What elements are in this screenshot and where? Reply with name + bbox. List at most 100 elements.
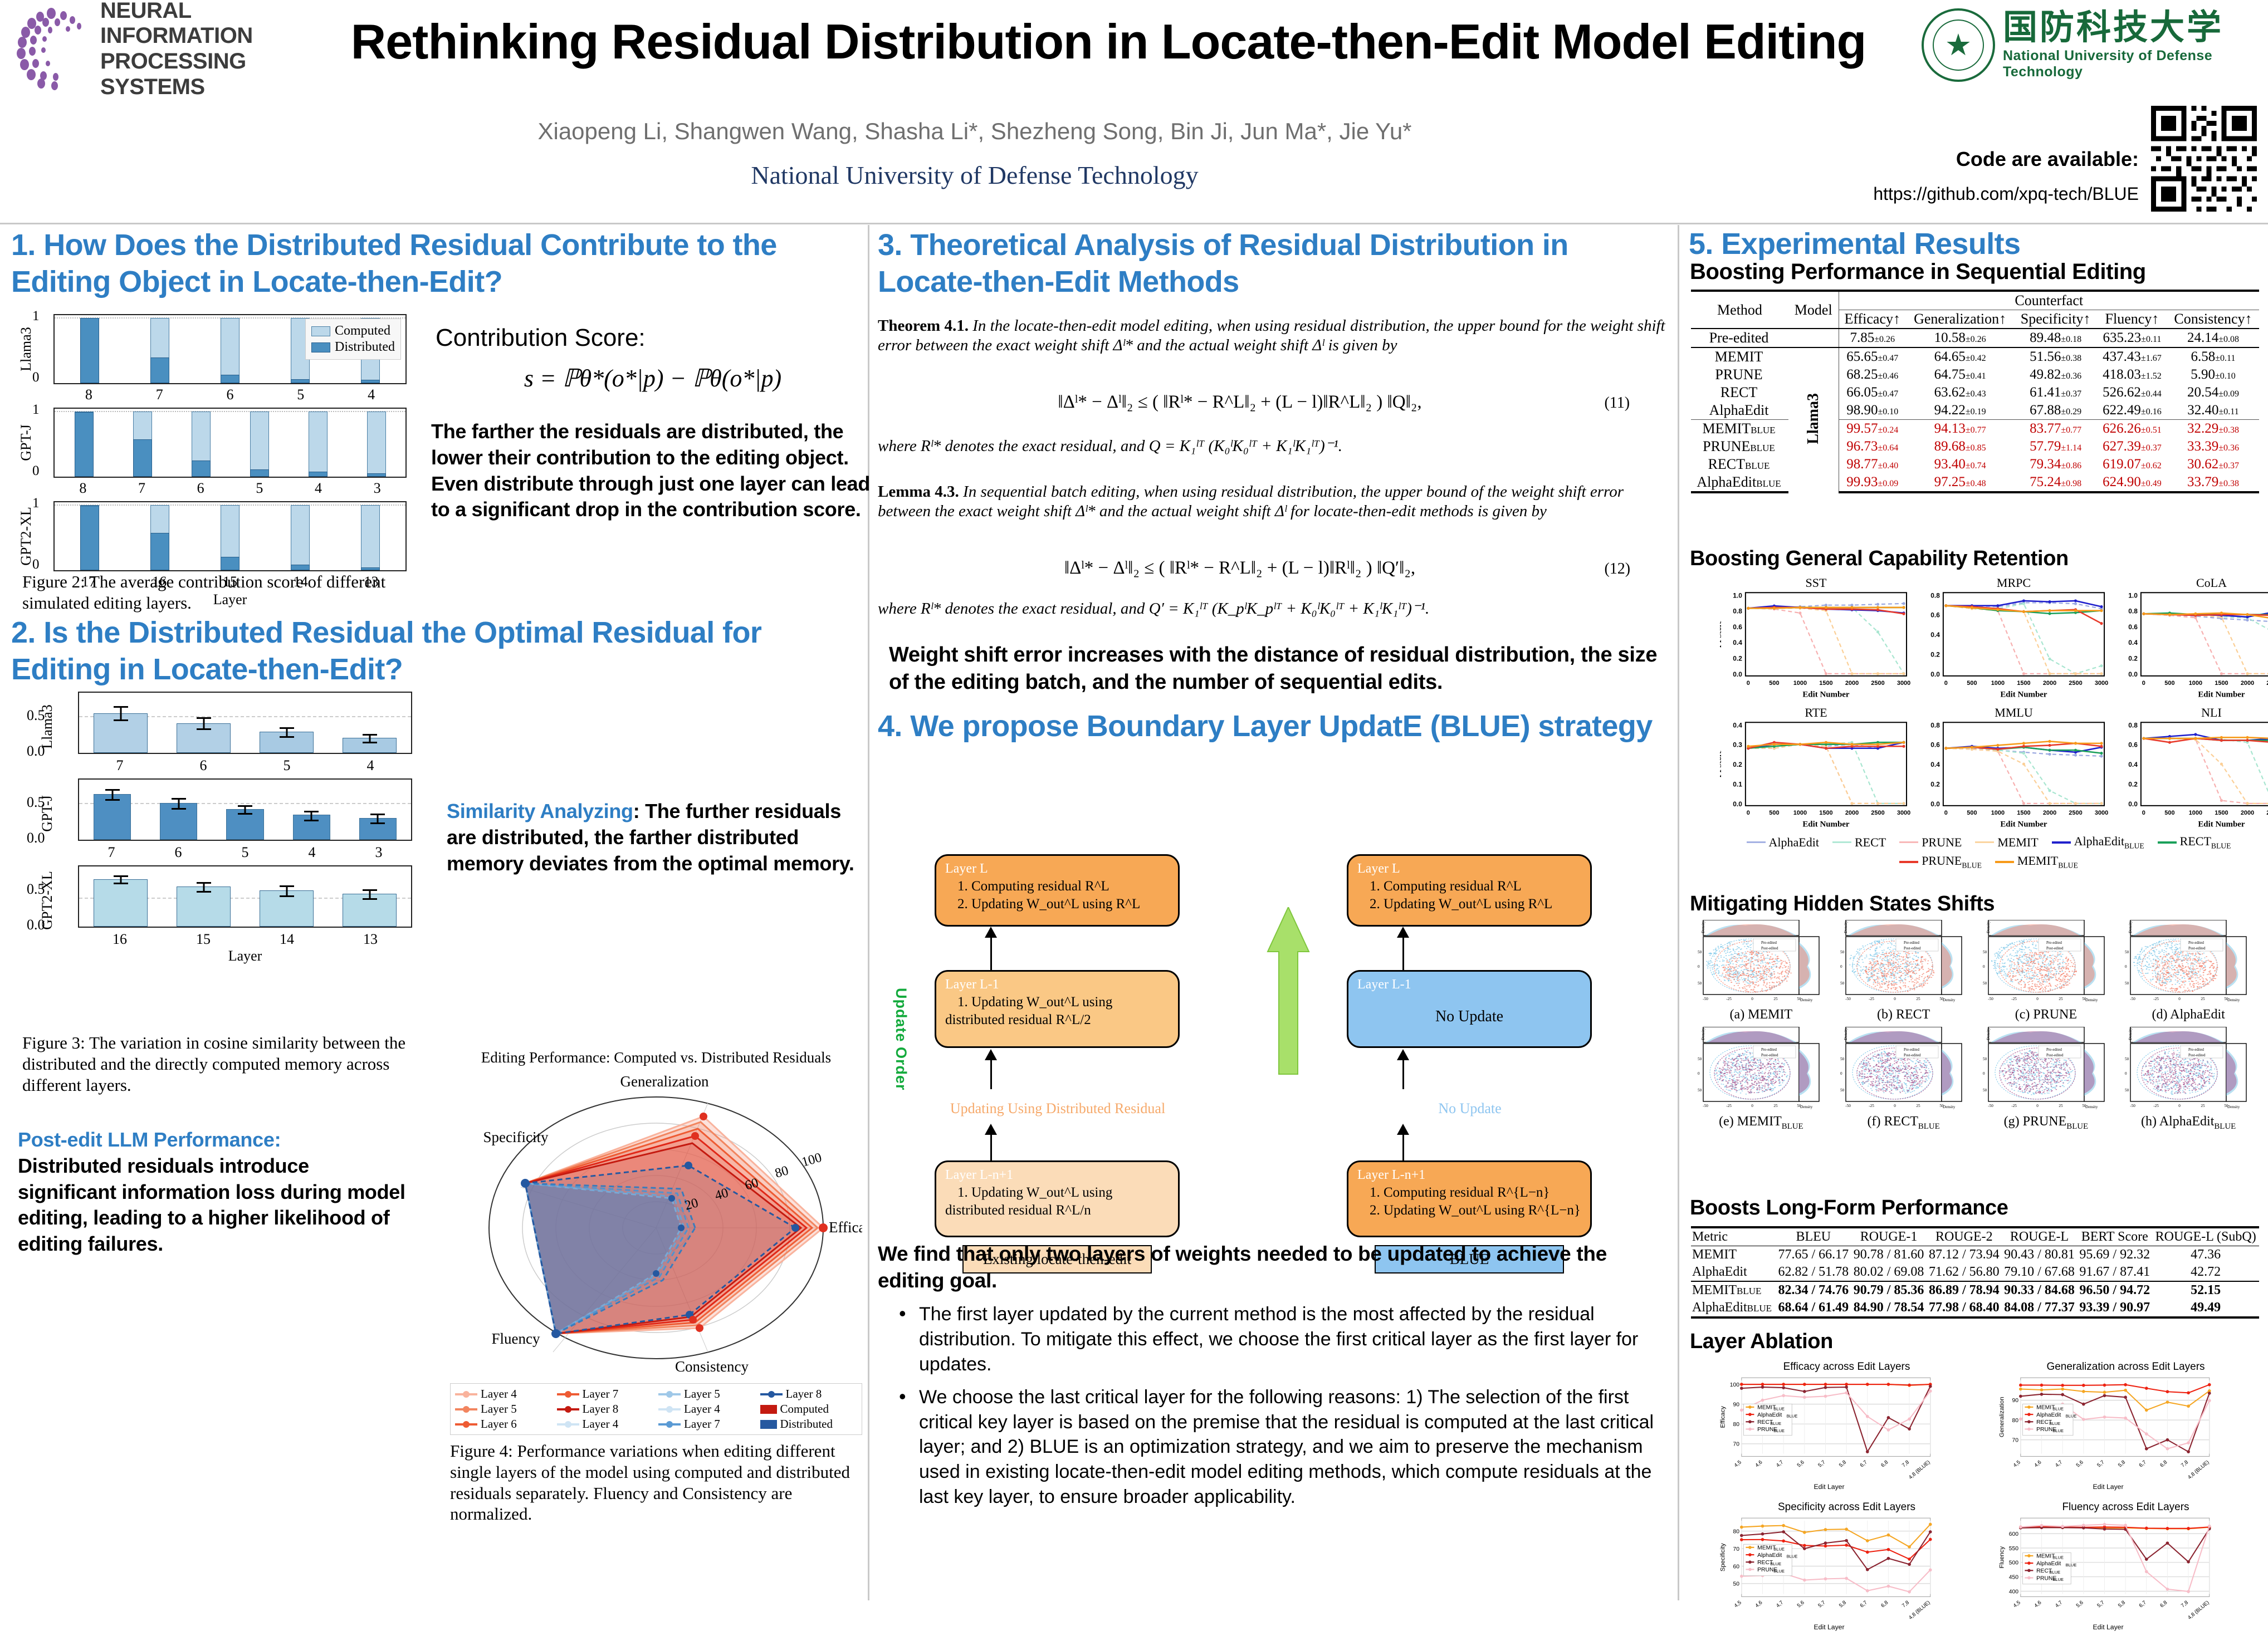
diagram-box-title: Layer L-1 [1357,977,1581,992]
svg-text:0: 0 [1944,810,1948,816]
cell-value: 437.43 [2103,349,2141,364]
equation-11-row: ‖Δˡ* − Δˡ‖₂ ≤ ( ‖Rˡ* − R^L‖₂ + (L − l)‖R… [878,392,1669,413]
scatter-svg: Density Density Pre-edited Post-edited 5… [2119,920,2251,1003]
diagram-left-box-layer-L: Layer L 1. Computing residual R^L 2. Upd… [935,854,1180,927]
scatter-caption: (b) RECT [1835,1007,1973,1022]
svg-text:1500: 1500 [1819,680,1832,687]
lf-col-rouge1: ROUGE-1 [1851,1227,1926,1246]
svg-text:1500: 1500 [1819,810,1832,816]
qr-code-icon[interactable] [2151,106,2257,212]
svg-text:0: 0 [1747,810,1750,816]
affiliation: National University of Defense Technolog… [390,160,1560,190]
cell-error: ±0.47 [1878,354,1898,363]
diagram-right-box-layer-L: Layer L 1. Computing residual R^L 2. Upd… [1347,854,1592,927]
svg-text:50: 50 [2082,997,2086,1001]
bullet-icon: • [899,1302,906,1325]
table-col-generalization: Generalization↑ [1906,310,2014,329]
svg-text:1000: 1000 [1991,810,2005,816]
column-middle: 3. Theoretical Analysis of Residual Dist… [876,225,1672,1600]
figure-2-caption: Figure 2: The average contribution score… [22,571,407,614]
svg-text:-25: -25 [2011,997,2017,1001]
diagram-left-edge-label: Updating Using Distributed Residual [932,1100,1183,1117]
svg-text:2500: 2500 [1871,810,1884,816]
lf-row-name: AlphaEdit [1692,1300,1747,1315]
svg-text:0.6: 0.6 [1930,741,1940,749]
row-method-sub: BLUE [1751,425,1775,435]
svg-text:-25: -25 [1869,997,1874,1001]
subsection-capability-retention: Boosting General Capability Retention [1690,547,2069,571]
lf-col-rouge2: ROUGE-2 [1927,1227,2002,1246]
equation-11: ‖Δˡ* − Δˡ‖₂ ≤ ( ‖Rˡ* − R^L‖₂ + (L − l)‖R… [878,392,1602,413]
table-header-group: Counterfact [1839,291,2259,310]
section-2-heading: 2. Is the Distributed Residual the Optim… [11,615,858,688]
figure-3-panel-gpt2xl [78,865,412,928]
lf-col-bleu: BLEU [1776,1227,1851,1246]
ablation-chart-title: Fluency across Edit Layers [1992,1501,2259,1513]
cell-value: 65.65 [1846,349,1878,364]
svg-text:3000: 3000 [2095,810,2108,816]
radar-legend-item: Layer 8 [786,1387,822,1401]
svg-text:1500: 1500 [2017,810,2030,816]
scatter-cell-7: Density Density Pre-edited Post-edited 5… [2119,1027,2257,1132]
figure-3-panel-gptj [78,778,412,841]
theorem-text: In the locate-then-edit model editing, w… [878,317,1665,354]
row-method: MEMIT [1702,420,1751,437]
svg-text:Edit Number: Edit Number [1802,820,1850,829]
svg-text:50: 50 [2225,997,2229,1001]
bullet-text: We choose the last critical layer for th… [919,1387,1654,1508]
svg-text:Edit Number: Edit Number [1802,690,1850,699]
svg-text:-50: -50 [1703,997,1708,1001]
row-method: MEMIT [1691,347,1788,366]
contribution-score-formula: s = ℙθ*(o*|p) − ℙθ(o*|p) [447,364,859,393]
long-form-table: Metric BLEU ROUGE-1 ROUGE-2 ROUGE-L BERT… [1691,1226,2259,1319]
svg-text:Specificity: Specificity [483,1129,549,1145]
svg-text:50: 50 [1840,950,1845,954]
legend-label: RECTBLUE [2180,834,2231,850]
post-edit-label: Post-edit LLM Performance: [18,1127,408,1153]
svg-text:500: 500 [1769,680,1779,687]
svg-text:0.6: 0.6 [2128,741,2138,749]
table-row: AlphaEditBLUE 68.64 / 61.49 84.90 / 78.5… [1691,1299,2259,1317]
diagram-box-line: 2. Updating W_out^L using R^L [1370,897,1581,912]
cell-value: 635.23 [2103,330,2141,345]
column-right: 5. Experimental Results Boosting Perform… [1685,225,2265,1600]
svg-text:Post-edited: Post-edited [2188,947,2206,951]
svg-text:Density: Density [2128,920,2133,933]
scatter-svg: Density Density Pre-edited Post-edited 5… [1835,920,1966,1003]
sequential-editing-table: Method Model Counterfact Efficacy↑ Gener… [1691,290,2259,493]
svg-text:500: 500 [1769,810,1779,816]
code-url[interactable]: https://github.com/xpq-tech/BLUE [1738,184,2139,204]
cell-value: 51.56 [2030,349,2061,364]
legend-item-MEMITBLUE: MEMITBLUE [1995,854,2078,870]
figure-3-panel-llama3 [78,692,412,754]
cell-error: ±1.67 [2141,354,2162,363]
svg-text:0: 0 [2142,810,2145,816]
section-3-takeaway: Weight shift error increases with the di… [889,641,1663,697]
where-clause-11: where Rˡ* denotes the exact residual, an… [878,437,1669,456]
diagram-box-title: Layer L-n+1 [1357,1168,1581,1183]
svg-text:Density: Density [1844,920,1848,933]
table-row: AlphaEdit 98.90±0.10 94.22±0.19 67.88±0.… [1691,401,2259,420]
lemma-4-3: Lemma 4.3. In sequential batch editing, … [878,482,1669,521]
svg-text:Post-edited: Post-edited [1904,947,1921,951]
scatter-svg: Density Density Pre-edited Post-edited 5… [1692,920,1824,1003]
cell-error: ±0.38 [2061,354,2081,363]
svg-text:50: 50 [1698,950,1702,954]
svg-text:Pre-edited: Pre-edited [1904,941,1920,945]
svg-text:-50: -50 [2130,997,2135,1001]
table-row: PRUNEBLUE 96.73±0.64 89.68±0.85 57.79±1.… [1691,438,2259,455]
svg-text:2000: 2000 [2241,810,2254,816]
neurips-line-1: NEURAL INFORMATION [100,0,306,49]
cell-value: 64.65 [1934,349,1966,364]
table-header-method: Method [1691,291,1788,329]
legend-item-AlphaEditBLUE: AlphaEditBLUE [2052,834,2144,850]
scatter-caption: (a) MEMIT [1692,1007,1830,1022]
svg-text:Generalization: Generalization [620,1073,709,1090]
